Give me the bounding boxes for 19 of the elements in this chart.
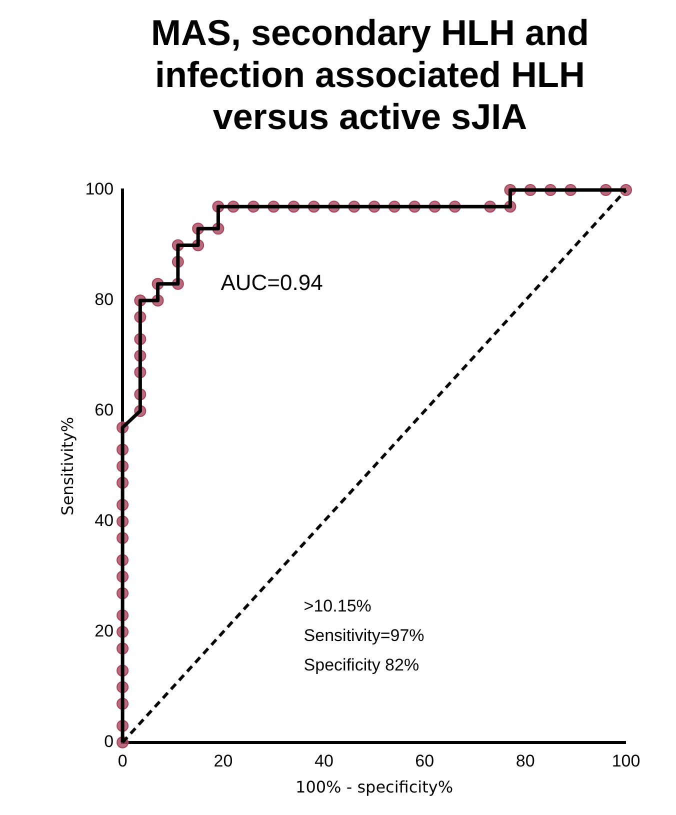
y-tick-label: 20 (94, 622, 114, 641)
annotation: >10.15% (304, 596, 372, 616)
y-axis-title: Sensitivity% (58, 416, 77, 516)
y-tick-label: 80 (94, 290, 114, 310)
x-axis-title: 100% - specificity% (296, 778, 454, 797)
x-tick-label: 80 (516, 751, 535, 770)
chart-title: MAS, secondary HLH and infection associated HLH versus active sJIA (150, 11, 590, 139)
annotation: AUC=0.94 (220, 270, 323, 295)
y-tick-label: 0 (104, 732, 114, 752)
y-tick-label: 100 (85, 180, 114, 199)
x-tick-label: 40 (314, 751, 334, 770)
x-tick-label: 20 (214, 751, 233, 770)
annotation: Specificity 82% (304, 655, 420, 674)
y-tick-label: 60 (94, 400, 114, 420)
x-tick-label: 60 (415, 751, 434, 770)
x-tick-label: 100 (612, 751, 640, 770)
y-tick-label: 40 (94, 511, 114, 530)
x-tick-label: 0 (118, 751, 128, 770)
annotation: Sensitivity=97% (304, 626, 424, 646)
